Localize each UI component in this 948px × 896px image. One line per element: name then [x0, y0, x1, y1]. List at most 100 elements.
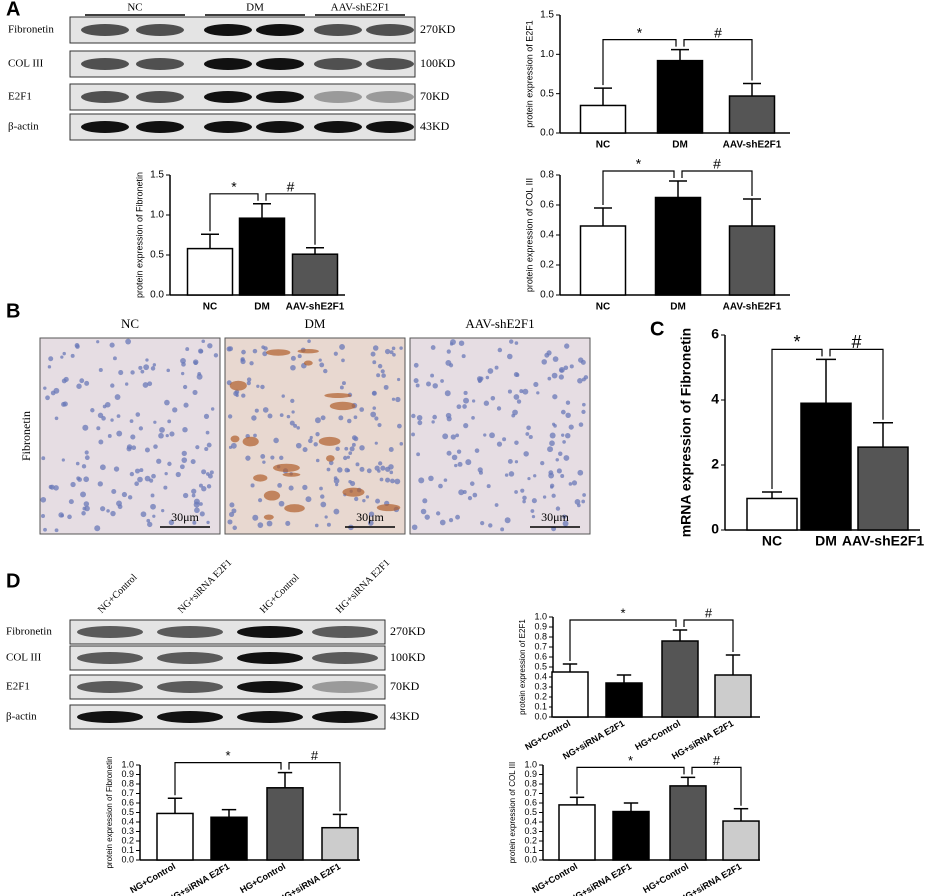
nucleus	[397, 423, 402, 429]
stain	[263, 490, 281, 501]
nucleus	[61, 378, 67, 384]
nucleus	[483, 400, 490, 406]
nucleus	[54, 528, 59, 533]
nucleus	[359, 407, 365, 412]
nucleus	[348, 451, 353, 455]
nucleus	[467, 496, 473, 501]
nucleus	[549, 432, 556, 439]
nucleus	[562, 440, 566, 444]
nucleus	[43, 386, 47, 390]
nucleus	[489, 432, 495, 439]
nucleus	[260, 384, 265, 390]
nucleus	[147, 521, 153, 528]
nucleus	[474, 448, 480, 453]
nucleus	[307, 339, 311, 343]
nucleus	[541, 359, 547, 365]
nucleus	[116, 430, 123, 437]
nucleus	[40, 496, 47, 503]
nucleus	[260, 454, 266, 459]
scale-bar-label: 30μm	[541, 510, 569, 524]
y-tick-label: 0.8	[534, 631, 547, 641]
y-tick-label: 0.9	[524, 769, 537, 779]
nucleus	[197, 348, 204, 354]
nucleus	[531, 498, 537, 504]
nucleus	[246, 380, 251, 386]
nucleus	[335, 446, 340, 452]
bar	[551, 671, 589, 718]
stain	[318, 436, 341, 446]
x-tick-label: AAV-shE2F1	[842, 533, 924, 549]
nucleus	[351, 435, 357, 441]
blot-band	[366, 91, 414, 103]
nucleus	[552, 422, 556, 426]
nucleus	[199, 502, 203, 506]
nucleus	[533, 474, 537, 478]
significance-bracket	[576, 766, 685, 795]
y-tick-label: 1.0	[524, 759, 537, 769]
nucleus	[527, 476, 531, 481]
nucleus	[159, 427, 165, 433]
bar	[558, 804, 596, 861]
scale-bar-label: 30μm	[356, 510, 384, 524]
nucleus	[152, 514, 156, 518]
nucleus	[289, 420, 295, 426]
nucleus	[552, 356, 559, 362]
y-axis-label: protein expression of COL III	[508, 762, 517, 864]
bar	[722, 820, 760, 861]
blot-band	[204, 121, 252, 133]
nucleus	[515, 372, 520, 377]
nucleus	[391, 346, 396, 351]
blot-band	[157, 711, 223, 723]
blot-row-label: β-actin	[6, 711, 37, 723]
nucleus	[61, 401, 67, 407]
y-tick-label: 0.8	[524, 778, 537, 788]
nucleus	[109, 342, 115, 348]
nucleus	[413, 362, 419, 368]
nucleus	[516, 399, 522, 404]
nucleus	[561, 433, 565, 437]
nucleus	[428, 475, 434, 482]
y-tick-label: 0.4	[534, 671, 547, 681]
nucleus	[277, 483, 283, 488]
y-tick-label: 0.0	[150, 290, 164, 301]
y-tick-label: 0.8	[121, 778, 134, 788]
micrograph	[224, 337, 406, 535]
nucleus	[164, 471, 168, 476]
significance-label: *	[231, 179, 237, 195]
y-tick-label: 0.4	[524, 816, 537, 826]
nucleus	[167, 419, 172, 424]
nucleus	[456, 449, 462, 454]
significance-bracket	[265, 193, 316, 245]
nucleus	[101, 416, 106, 421]
nucleus	[415, 383, 420, 388]
blot-band	[314, 121, 362, 133]
nucleus	[375, 498, 381, 504]
nucleus	[165, 434, 169, 438]
nucleus	[422, 498, 428, 504]
nucleus	[81, 510, 86, 516]
x-tick-label: NC	[762, 533, 782, 549]
nucleus	[458, 340, 465, 346]
y-tick-label: 0	[711, 521, 719, 537]
nucleus	[483, 433, 487, 437]
nucleus	[206, 442, 212, 448]
blot-size-label: 43KD	[390, 709, 420, 723]
y-tick-label: 1.5	[540, 10, 554, 21]
blot-band	[237, 652, 303, 664]
nucleus	[563, 365, 569, 371]
nucleus	[337, 467, 343, 473]
nucleus	[562, 520, 569, 527]
nucleus	[326, 467, 331, 472]
nucleus	[333, 476, 338, 480]
nucleus	[153, 420, 157, 424]
stain	[272, 463, 300, 472]
nucleus	[582, 493, 586, 497]
nucleus	[267, 413, 273, 419]
nucleus	[536, 391, 540, 395]
nucleus	[528, 434, 533, 440]
nucleus	[477, 467, 483, 473]
nucleus	[333, 351, 338, 356]
y-tick-label: 0.7	[524, 788, 537, 798]
significance-bracket	[683, 39, 753, 81]
nucleus	[82, 424, 89, 431]
